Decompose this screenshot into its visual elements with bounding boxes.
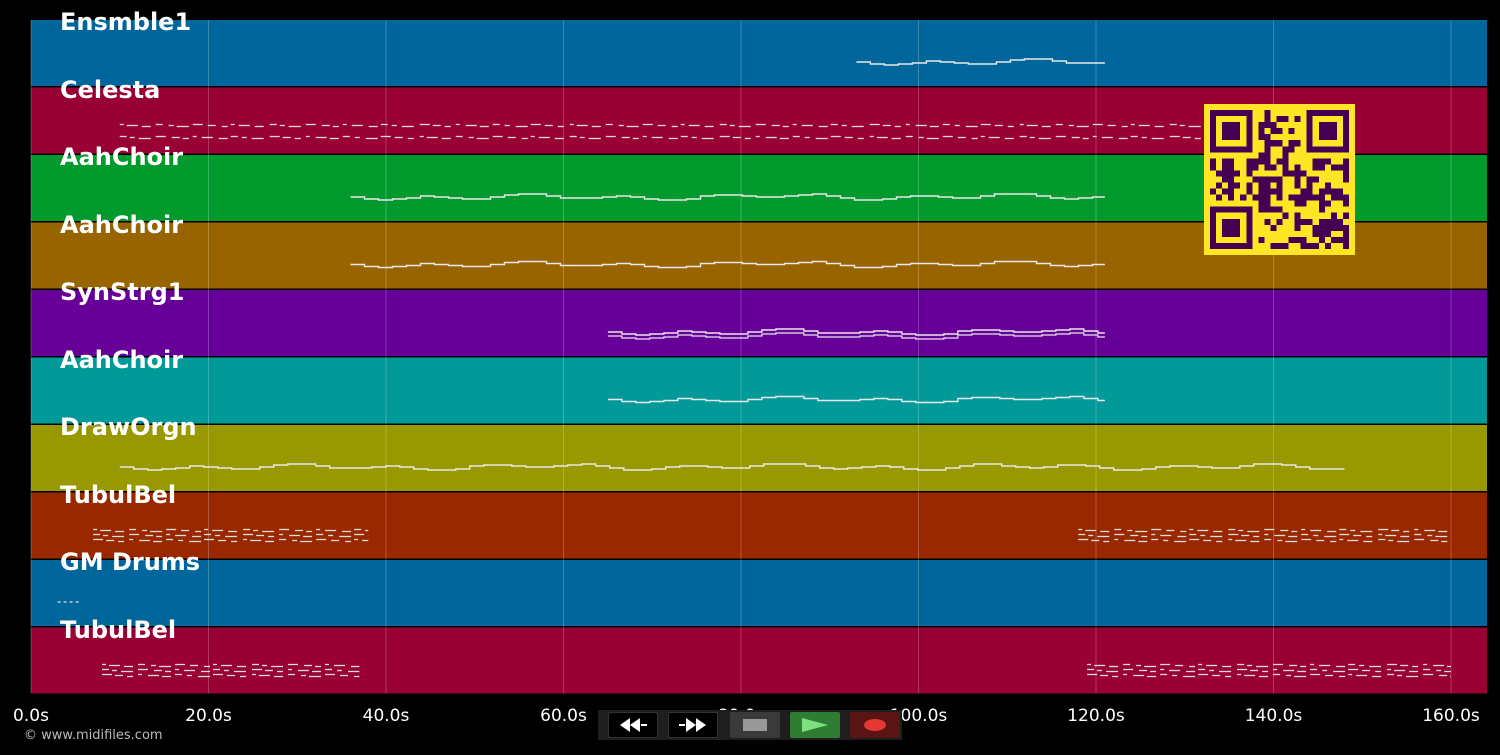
time-tick-label: 160.0s — [1422, 706, 1480, 726]
track-label: TubulBel — [60, 480, 177, 509]
track-label: DrawOrgn — [60, 413, 197, 441]
record-button[interactable] — [850, 712, 900, 738]
note-line — [607, 332, 1105, 340]
time-tick-label: 100.0s — [889, 706, 948, 726]
time-tick-label: 60.0s — [540, 706, 587, 726]
time-tick-label: 120.0s — [1067, 706, 1125, 726]
time-tick-label: 0.0s — [13, 706, 49, 726]
track-label: TubulBel — [60, 615, 177, 644]
record-icon — [864, 719, 886, 731]
stop-button[interactable] — [730, 712, 780, 738]
time-tick-label: 140.0s — [1244, 706, 1303, 726]
time-tick-label: 20.0s — [185, 706, 232, 726]
track-band — [31, 290, 1487, 356]
rewind-button[interactable] — [608, 712, 658, 738]
track-label: AahChoir — [60, 210, 184, 239]
fast-forward-icon — [679, 718, 706, 732]
time-tick-label: 40.0s — [362, 706, 410, 726]
track-label: SynStrg1 — [60, 278, 185, 306]
note-line — [607, 328, 1105, 336]
stop-icon — [743, 719, 767, 731]
track-label: AahChoir — [60, 345, 184, 374]
play-button[interactable] — [790, 712, 840, 738]
track-label: AahChoir — [60, 143, 184, 171]
fast-forward-button[interactable] — [668, 712, 718, 738]
track-band — [31, 560, 1487, 626]
track-band — [31, 492, 1487, 559]
track-band — [31, 627, 1487, 694]
note-line — [350, 193, 1105, 201]
qr-code — [1204, 104, 1355, 255]
track-band — [31, 425, 1487, 491]
note-line — [119, 463, 1345, 471]
track-label: Ensmble1 — [60, 8, 192, 36]
play-icon — [802, 718, 828, 732]
note-line — [607, 395, 1105, 404]
track-band — [31, 357, 1487, 424]
copyright-text: © www.midifiles.com — [24, 728, 163, 743]
rewind-icon — [620, 718, 647, 732]
track-label: Celesta — [60, 75, 161, 104]
transport-bar — [598, 710, 902, 740]
note-line — [350, 260, 1105, 269]
track-label: GM Drums — [60, 548, 201, 576]
track-band — [31, 20, 1487, 86]
note-line — [856, 58, 1105, 66]
